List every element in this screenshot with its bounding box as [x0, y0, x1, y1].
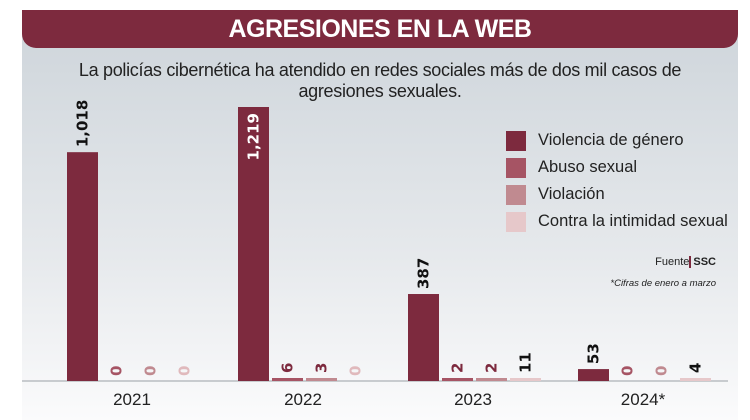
x-tick-label: 2024*: [621, 390, 666, 409]
chart-title: AGRESIONES EN LA WEB: [22, 10, 738, 48]
x-tick-label: 2022: [284, 390, 322, 409]
x-tick-label: 2023: [454, 390, 492, 409]
data-label: 0: [619, 366, 637, 376]
legend-item: Contra la intimidad sexual: [506, 208, 728, 235]
background: [22, 10, 738, 420]
legend-swatch: [506, 211, 526, 232]
legend-item: Abuso sexual: [506, 154, 728, 181]
legend-swatch: [506, 130, 526, 151]
data-label: 6: [279, 363, 297, 373]
legend-label: Violencia de género: [538, 131, 684, 149]
data-label: 53: [585, 343, 603, 364]
data-label: 0: [142, 366, 160, 376]
bar: [680, 378, 711, 381]
bar: [510, 378, 541, 381]
data-label: 11: [517, 352, 535, 373]
data-label: 0: [347, 366, 365, 376]
data-label: 2: [449, 363, 467, 373]
source-value: SSC: [689, 256, 716, 268]
source: Fuente SSC: [655, 256, 716, 268]
bar: [476, 378, 507, 381]
legend: Violencia de género Abuso sexual Violación…: [506, 127, 728, 235]
legend-swatch: [506, 184, 526, 205]
legend-item: Violencia de género: [506, 127, 728, 154]
x-tick-label: 2021: [113, 390, 151, 409]
legend-label: Abuso sexual: [538, 158, 638, 176]
bar: [578, 369, 609, 381]
bar: [306, 378, 337, 381]
data-label: 1,219: [245, 113, 263, 160]
data-label: 0: [108, 366, 126, 376]
legend-item: Violación: [506, 181, 728, 208]
bar: [272, 378, 303, 381]
data-label: 0: [176, 366, 194, 376]
bar: [442, 378, 473, 381]
bar: [67, 152, 98, 381]
subtitle: La policías cibernética ha atendido en r…: [78, 60, 682, 101]
data-label: 2: [483, 363, 501, 373]
data-label: 1,018: [74, 100, 92, 147]
data-label: 0: [653, 366, 671, 376]
data-label: 4: [687, 363, 705, 373]
data-label: 387: [415, 258, 433, 289]
legend-label: Violación: [538, 185, 605, 203]
footnote: *Cifras de enero a marzo: [610, 278, 716, 289]
legend-label: Contra la intimidad sexual: [538, 212, 728, 230]
source-label: Fuente: [655, 256, 690, 268]
bar: [238, 107, 269, 381]
legend-swatch: [506, 157, 526, 178]
bar: [408, 294, 439, 381]
data-label: 3: [313, 363, 331, 373]
